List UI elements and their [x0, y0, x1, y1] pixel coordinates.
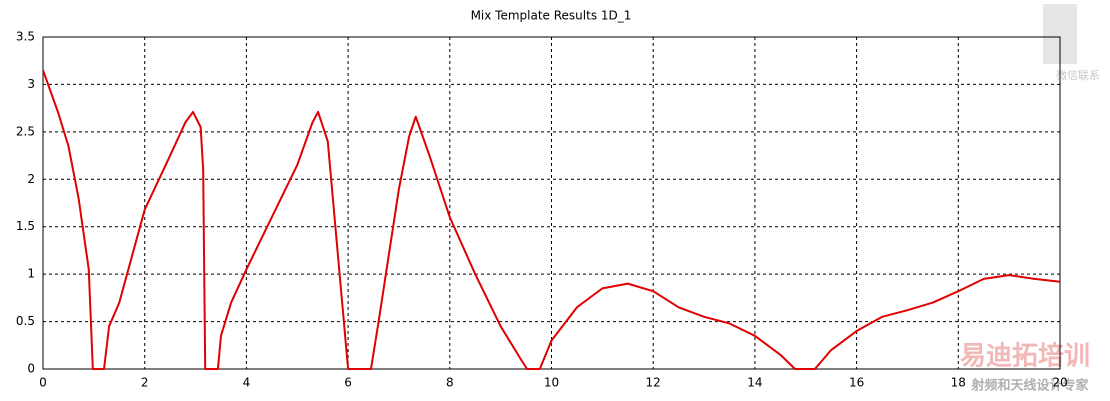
x-tick-label: 0	[39, 376, 47, 390]
y-tick-label: 3.5	[16, 30, 35, 44]
x-tick-label: 20	[1052, 376, 1067, 390]
y-tick-label: 2.5	[16, 124, 35, 138]
y-tick-label: 0.5	[16, 314, 35, 328]
x-tick-label: 2	[141, 376, 149, 390]
y-tick-label: 1	[27, 267, 35, 281]
chart-title: Mix Template Results 1D_1	[471, 9, 632, 23]
x-tick-label: 14	[747, 376, 762, 390]
x-tick-label: 8	[446, 376, 454, 390]
watermark-brand: 易迪拓培训	[960, 342, 1090, 372]
x-tick-label: 10	[544, 376, 559, 390]
line-series	[42, 69, 1061, 370]
x-tick-label: 4	[243, 376, 251, 390]
y-tick-label: 0	[27, 362, 35, 376]
x-tick-label: 6	[344, 376, 352, 390]
watermark-tagline: 射频和天线设计专家	[970, 378, 1089, 394]
x-tick-label: 12	[646, 376, 661, 390]
y-tick-label: 1.5	[16, 219, 35, 233]
qr-caption: 微信联系	[1056, 68, 1100, 82]
x-tick-label: 18	[951, 376, 966, 390]
y-tick-label: 3	[27, 77, 35, 91]
plot-frame	[42, 36, 1061, 370]
x-tick-label: 16	[849, 376, 864, 390]
y-tick-label: 2	[27, 172, 35, 186]
